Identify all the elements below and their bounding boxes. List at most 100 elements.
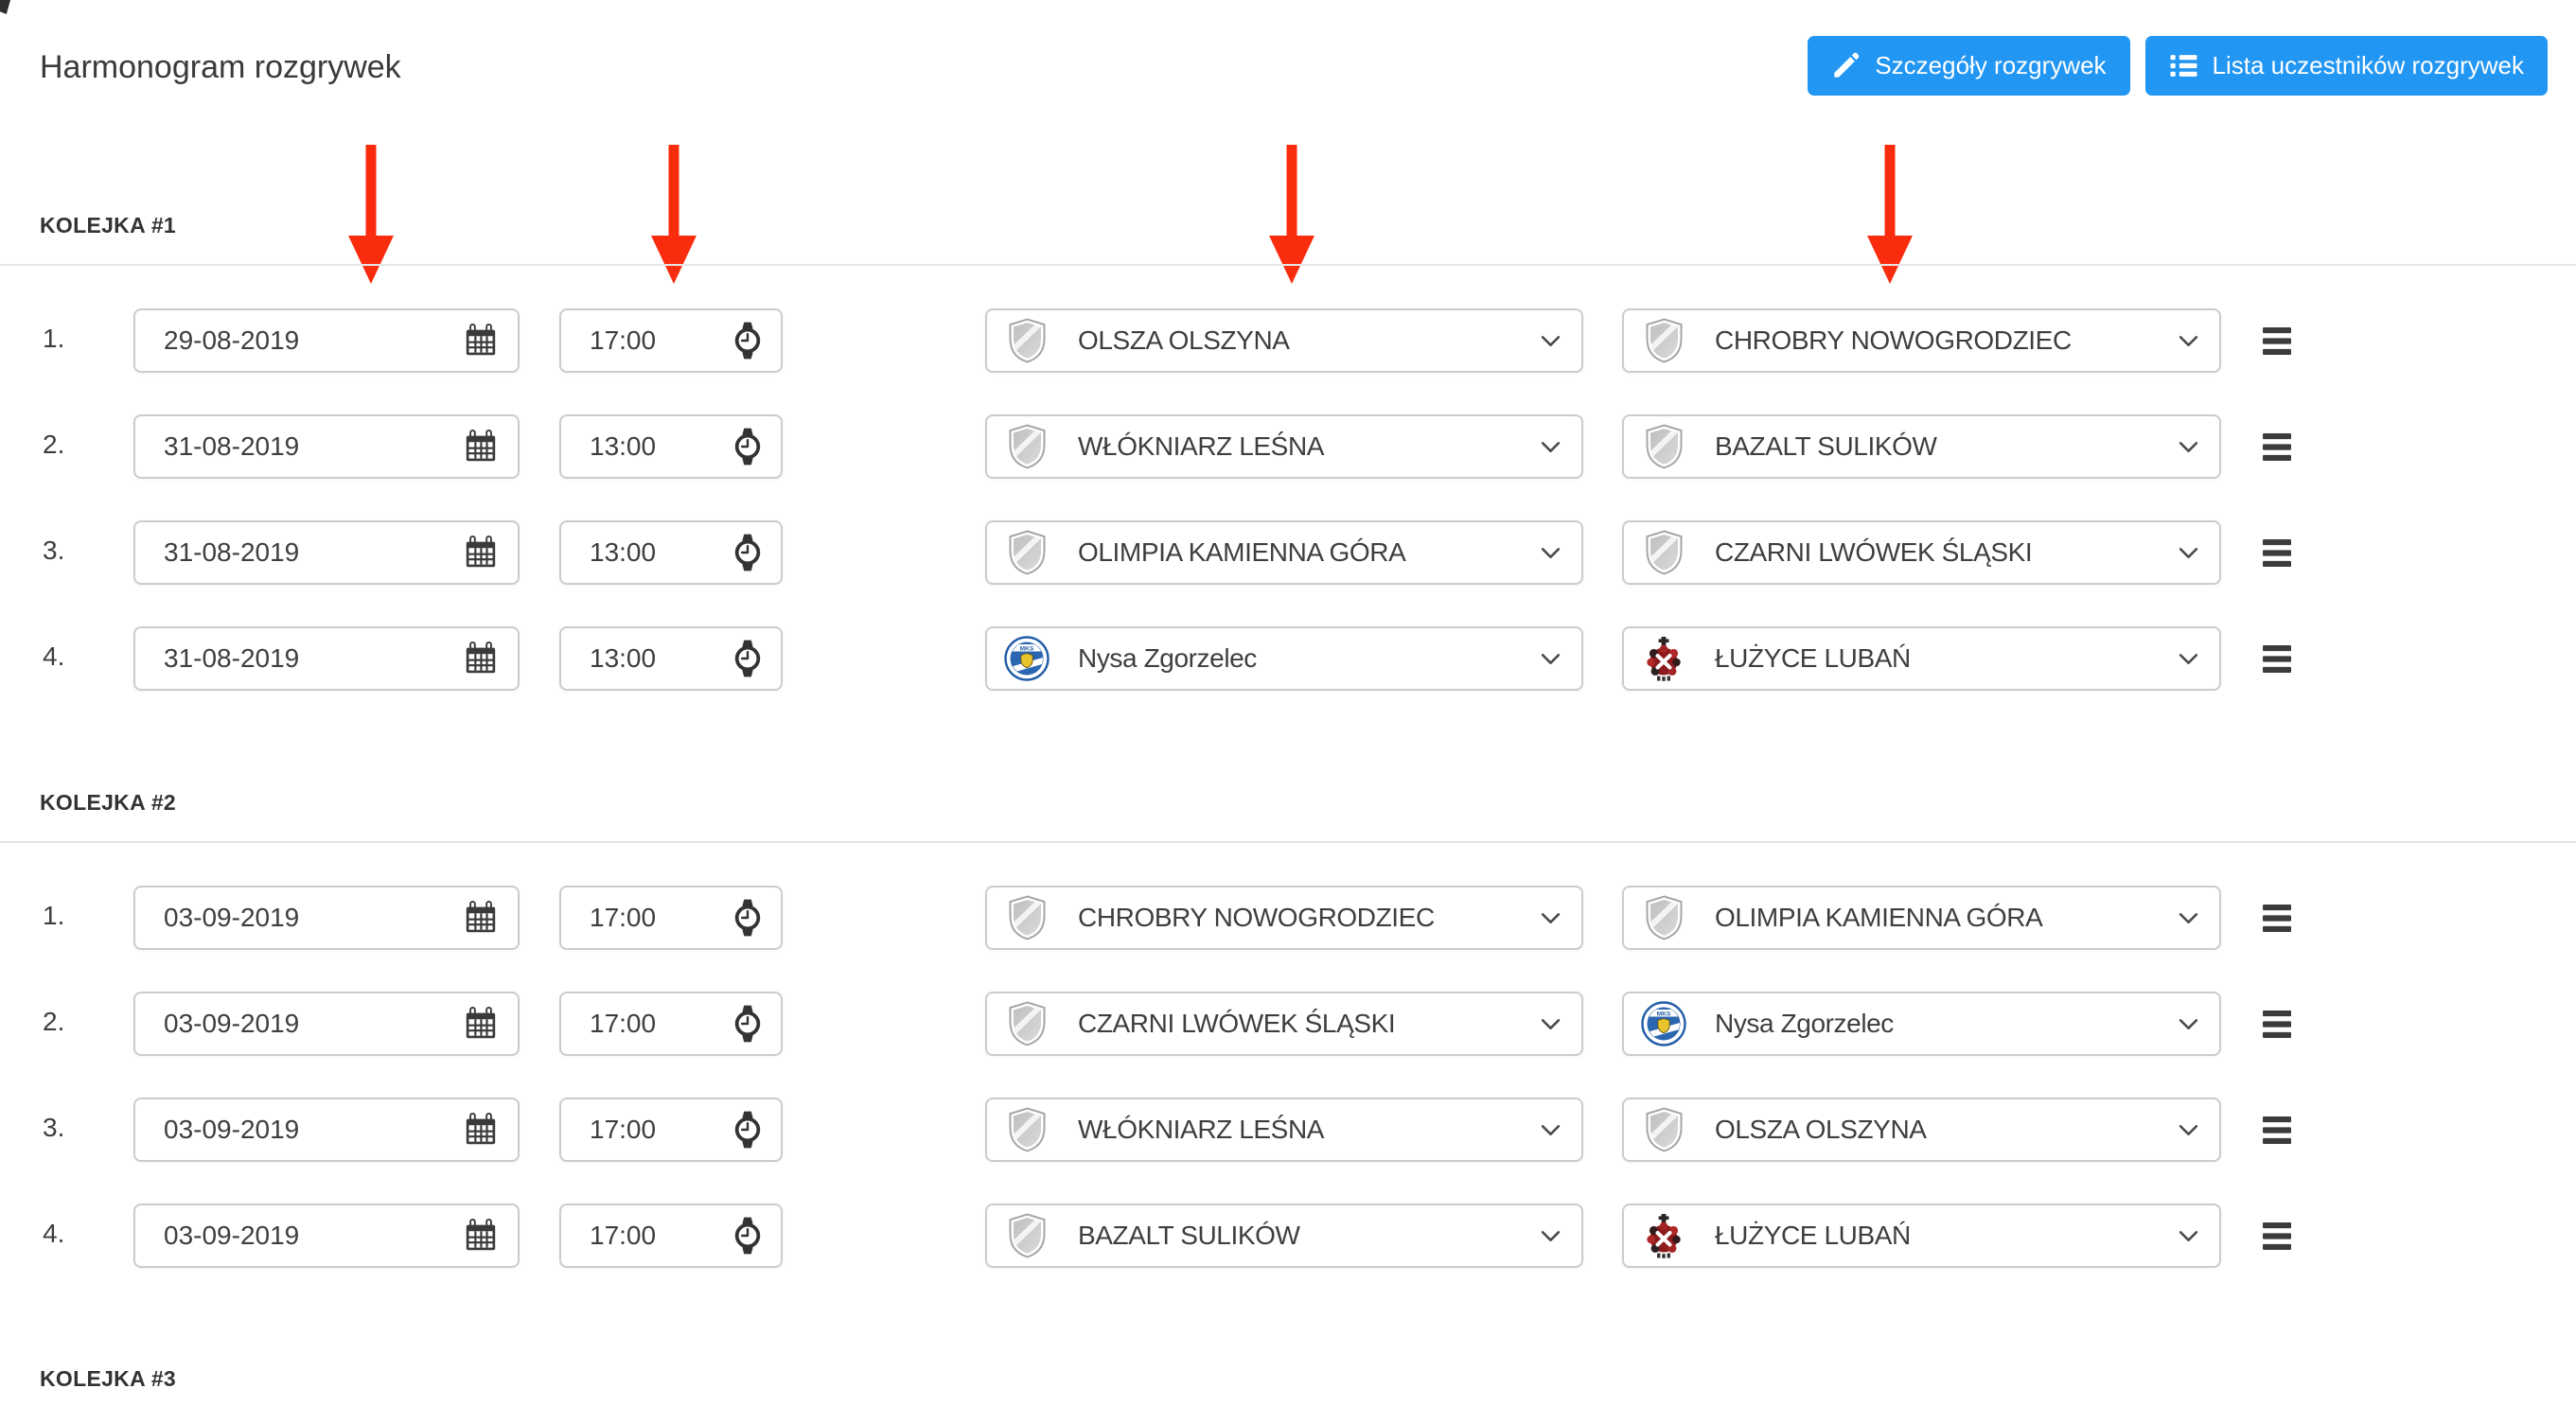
time-input[interactable]: 17:00 xyxy=(559,886,783,950)
watch-icon[interactable] xyxy=(732,1004,764,1044)
chevron-down-icon xyxy=(2179,912,2198,924)
away-team-select[interactable]: ŁUŻYCE LUBAŃ xyxy=(1622,1204,2221,1268)
watch-icon[interactable] xyxy=(732,427,764,466)
home-team-select[interactable]: BAZALT SULIKÓW xyxy=(985,1204,1583,1268)
drag-handle-icon xyxy=(2263,1011,2292,1038)
away-team-select[interactable]: ŁUŻYCE LUBAŃ xyxy=(1622,626,2221,691)
drag-handle[interactable] xyxy=(2263,520,2292,585)
chevron-down-icon xyxy=(2179,547,2198,559)
time-input[interactable]: 13:00 xyxy=(559,626,783,691)
section-divider xyxy=(0,264,2576,266)
home-team-select[interactable]: Nysa Zgorzelec xyxy=(985,626,1583,691)
home-team-name: OLSZA OLSZYNA xyxy=(1078,325,1290,355)
home-team-badge-icon xyxy=(1004,530,1050,575)
calendar-icon[interactable] xyxy=(463,1218,499,1254)
home-team-badge-icon xyxy=(1004,424,1050,469)
time-input[interactable]: 17:00 xyxy=(559,1204,783,1268)
date-value: 03-09-2019 xyxy=(164,1221,300,1250)
watch-icon[interactable] xyxy=(732,1216,764,1256)
time-input[interactable]: 17:00 xyxy=(559,1098,783,1162)
away-team-badge-icon xyxy=(1641,1001,1686,1046)
drag-handle[interactable] xyxy=(2263,1098,2292,1162)
home-team-name: Nysa Zgorzelec xyxy=(1078,643,1257,673)
chevron-down-icon xyxy=(1541,1124,1561,1136)
watch-icon[interactable] xyxy=(732,1110,764,1150)
chevron-down-icon xyxy=(2179,1018,2198,1030)
toolbar: Szczegóły rozgrywek Lista uczestników ro… xyxy=(1808,36,2548,96)
red-arrow-home-team-column xyxy=(1269,145,1314,284)
drag-handle[interactable] xyxy=(2263,308,2292,373)
away-team-select[interactable]: OLSZA OLSZYNA xyxy=(1622,1098,2221,1162)
away-team-badge-icon xyxy=(1641,318,1686,363)
away-team-badge-icon xyxy=(1641,424,1686,469)
details-button[interactable]: Szczegóły rozgrywek xyxy=(1808,36,2130,96)
home-team-badge-icon xyxy=(1004,636,1050,681)
date-input[interactable]: 31-08-2019 xyxy=(133,626,520,691)
away-team-select[interactable]: OLIMPIA KAMIENNA GÓRA xyxy=(1622,886,2221,950)
match-row: 1. 03-09-2019 17:00 CHROBRY NOWOGRODZIEC… xyxy=(0,886,2576,950)
match-number: 3. xyxy=(43,536,65,565)
drag-handle[interactable] xyxy=(2263,886,2292,950)
date-value: 31-08-2019 xyxy=(164,431,300,461)
away-team-select[interactable]: Nysa Zgorzelec xyxy=(1622,992,2221,1056)
away-team-badge-icon xyxy=(1641,636,1686,681)
calendar-icon[interactable] xyxy=(463,641,499,677)
participants-button[interactable]: Lista uczestników rozgrywek xyxy=(2144,36,2548,96)
watch-icon[interactable] xyxy=(732,898,764,938)
away-team-name: ŁUŻYCE LUBAŃ xyxy=(1715,643,1911,673)
calendar-icon[interactable] xyxy=(463,323,499,359)
chevron-down-icon xyxy=(1541,547,1561,559)
drag-handle[interactable] xyxy=(2263,414,2292,479)
chevron-down-icon xyxy=(1541,653,1561,665)
chevron-down-icon xyxy=(1541,1018,1561,1030)
match-row: 3. 31-08-2019 13:00 OLIMPIA KAMIENNA GÓR… xyxy=(0,520,2576,585)
drag-handle[interactable] xyxy=(2263,992,2292,1056)
details-button-label: Szczegóły rozgrywek xyxy=(1875,51,2107,79)
drag-handle[interactable] xyxy=(2263,1204,2292,1268)
calendar-icon[interactable] xyxy=(463,1006,499,1042)
date-input[interactable]: 03-09-2019 xyxy=(133,886,520,950)
date-input[interactable]: 29-08-2019 xyxy=(133,308,520,373)
chevron-down-icon xyxy=(1541,1230,1561,1242)
round-rows: 1. 29-08-2019 17:00 OLSZA OLSZYNA CHROBR… xyxy=(0,308,2576,691)
drag-handle[interactable] xyxy=(2263,626,2292,691)
time-input[interactable]: 13:00 xyxy=(559,520,783,585)
date-input[interactable]: 31-08-2019 xyxy=(133,414,520,479)
home-team-name: WŁÓKNIARZ LEŚNA xyxy=(1078,1115,1325,1144)
home-team-select[interactable]: OLSZA OLSZYNA xyxy=(985,308,1583,373)
time-value: 17:00 xyxy=(590,1221,657,1250)
home-team-select[interactable]: WŁÓKNIARZ LEŚNA xyxy=(985,1098,1583,1162)
watch-icon[interactable] xyxy=(732,639,764,678)
calendar-icon[interactable] xyxy=(463,535,499,571)
away-team-badge-icon xyxy=(1641,530,1686,575)
home-team-select[interactable]: CZARNI LWÓWEK ŚLĄSKI xyxy=(985,992,1583,1056)
away-team-select[interactable]: CZARNI LWÓWEK ŚLĄSKI xyxy=(1622,520,2221,585)
calendar-icon[interactable] xyxy=(463,900,499,936)
time-input[interactable]: 17:00 xyxy=(559,308,783,373)
watch-icon[interactable] xyxy=(732,533,764,572)
pencil-icon xyxy=(1831,51,1861,80)
away-team-select[interactable]: BAZALT SULIKÓW xyxy=(1622,414,2221,479)
time-input[interactable]: 17:00 xyxy=(559,992,783,1056)
chevron-down-icon xyxy=(2179,1124,2198,1136)
date-input[interactable]: 03-09-2019 xyxy=(133,1204,520,1268)
time-input[interactable]: 13:00 xyxy=(559,414,783,479)
match-row: 1. 29-08-2019 17:00 OLSZA OLSZYNA CHROBR… xyxy=(0,308,2576,373)
date-input[interactable]: 03-09-2019 xyxy=(133,1098,520,1162)
date-input[interactable]: 31-08-2019 xyxy=(133,520,520,585)
watch-icon[interactable] xyxy=(732,321,764,360)
match-row: 2. 03-09-2019 17:00 CZARNI LWÓWEK ŚLĄSKI… xyxy=(0,992,2576,1056)
chevron-down-icon xyxy=(1541,441,1561,453)
calendar-icon[interactable] xyxy=(463,429,499,465)
away-team-select[interactable]: CHROBRY NOWOGRODZIEC xyxy=(1622,308,2221,373)
date-value: 29-08-2019 xyxy=(164,325,300,355)
home-team-select[interactable]: CHROBRY NOWOGRODZIEC xyxy=(985,886,1583,950)
calendar-icon[interactable] xyxy=(463,1112,499,1148)
home-team-select[interactable]: WŁÓKNIARZ LEŚNA xyxy=(985,414,1583,479)
home-team-name: CHROBRY NOWOGRODZIEC xyxy=(1078,903,1435,932)
red-arrow-away-team-column xyxy=(1867,145,1913,284)
home-team-select[interactable]: OLIMPIA KAMIENNA GÓRA xyxy=(985,520,1583,585)
red-arrow-time-column xyxy=(651,145,697,284)
date-input[interactable]: 03-09-2019 xyxy=(133,992,520,1056)
